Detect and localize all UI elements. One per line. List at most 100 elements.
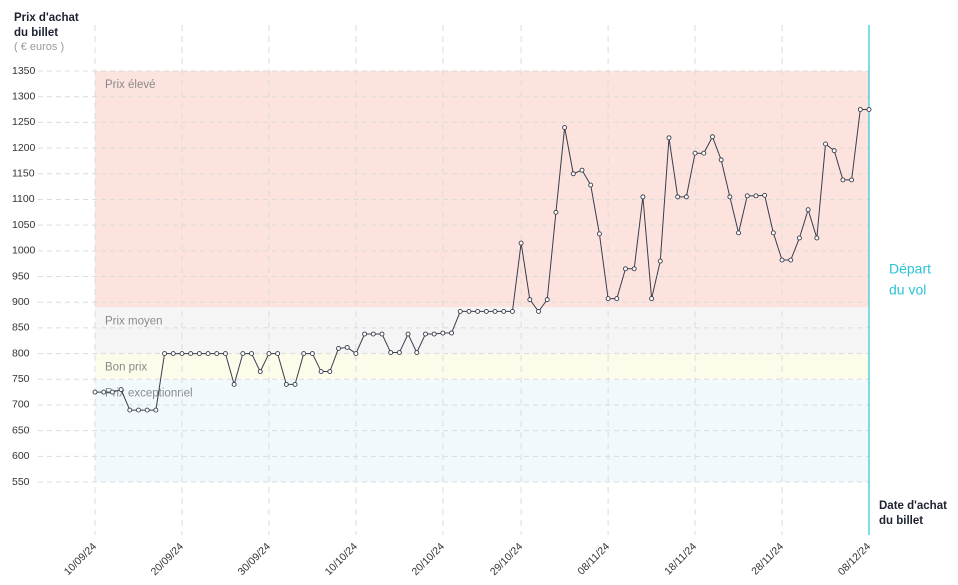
price-point [396, 350, 402, 355]
price-point [779, 257, 785, 263]
price-point [370, 331, 376, 337]
price-point [692, 150, 698, 156]
y-tick-label: 700 [12, 399, 30, 411]
price-point [631, 266, 637, 272]
price-point [675, 194, 681, 200]
y-tick-label: 1000 [12, 245, 36, 257]
price-point [518, 240, 524, 246]
x-axis-label: du billet [879, 515, 923, 527]
departure-label: Départ [889, 261, 931, 277]
y-tick-label: 750 [12, 373, 30, 385]
y-tick-label: 950 [12, 270, 30, 282]
y-tick-label: 1250 [12, 116, 36, 128]
price-point [388, 350, 394, 355]
y-tick-label: 850 [12, 322, 30, 334]
price-point [118, 387, 124, 392]
price-point [553, 209, 559, 215]
price-point [162, 351, 168, 357]
price-point [831, 148, 837, 154]
y-tick-label: 800 [12, 347, 30, 359]
price-point [770, 230, 776, 236]
price-point [136, 407, 141, 413]
price-point [666, 135, 672, 141]
x-tick-label: 18/11/24 [662, 540, 699, 577]
price-point [605, 296, 611, 302]
price-point [92, 389, 98, 395]
price-point [214, 351, 220, 357]
price-point [466, 308, 472, 314]
price-point [405, 331, 411, 337]
price-point [292, 381, 298, 387]
price-point [283, 381, 289, 387]
price-point [640, 194, 646, 200]
price-point [188, 351, 194, 357]
price-point [240, 351, 246, 357]
y-tick-label: 1200 [12, 142, 36, 154]
y-tick-label: 650 [12, 424, 30, 436]
price-band [95, 307, 869, 354]
x-tick-label: 29/10/24 [488, 540, 525, 577]
band-label: Bon prix [105, 362, 147, 374]
price-point [475, 308, 481, 314]
price-point [788, 257, 794, 263]
departure-label: du vol [889, 282, 926, 298]
price-point [710, 134, 715, 140]
price-point [544, 297, 550, 303]
price-point [379, 331, 385, 337]
price-point [344, 344, 350, 350]
price-point [362, 331, 368, 337]
price-point [596, 231, 602, 237]
price-point [336, 345, 341, 351]
price-point [736, 230, 742, 236]
price-point [562, 125, 568, 130]
price-point [588, 182, 594, 188]
price-point [805, 207, 811, 213]
y-tick-label: 1350 [12, 65, 36, 77]
x-tick-label: 08/11/24 [575, 540, 612, 577]
price-point [579, 167, 585, 173]
price-point [527, 297, 533, 303]
y-tick-label: 1150 [12, 168, 35, 180]
price-point [127, 407, 133, 413]
price-point [196, 351, 202, 357]
price-point [449, 330, 455, 336]
price-point [109, 389, 115, 395]
price-point [570, 171, 576, 177]
price-point [866, 107, 872, 112]
price-point [483, 308, 489, 314]
price-point [144, 407, 150, 413]
price-point [153, 407, 159, 413]
price-point [623, 266, 628, 272]
price-point [796, 235, 802, 241]
x-tick-label: 10/10/24 [323, 540, 360, 577]
price-point [101, 389, 107, 395]
price-point [840, 177, 846, 183]
price-point [649, 296, 655, 302]
price-point [301, 351, 307, 357]
price-point [266, 351, 272, 357]
price-point [823, 141, 828, 147]
price-point [849, 177, 855, 183]
price-point [657, 258, 663, 264]
price-point [857, 107, 863, 112]
price-point [309, 351, 315, 357]
x-tick-label: 28/11/24 [749, 540, 786, 577]
y-tick-label: 1050 [12, 219, 36, 231]
price-point [170, 351, 176, 357]
x-tick-label: 10/09/24 [62, 540, 99, 577]
price-point [249, 351, 254, 357]
price-point [614, 296, 620, 302]
price-point [509, 308, 515, 314]
y-axis-label: Prix d'achat [14, 12, 79, 24]
y-tick-label: 550 [12, 476, 30, 488]
price-point [744, 193, 750, 199]
price-point [718, 157, 724, 163]
price-point [222, 351, 228, 357]
price-point [701, 150, 707, 156]
y-axis-label: du billet [14, 27, 58, 39]
price-point [492, 308, 498, 314]
price-band [95, 71, 869, 308]
price-point [814, 235, 820, 241]
x-tick-label: 08/12/24 [836, 540, 873, 577]
